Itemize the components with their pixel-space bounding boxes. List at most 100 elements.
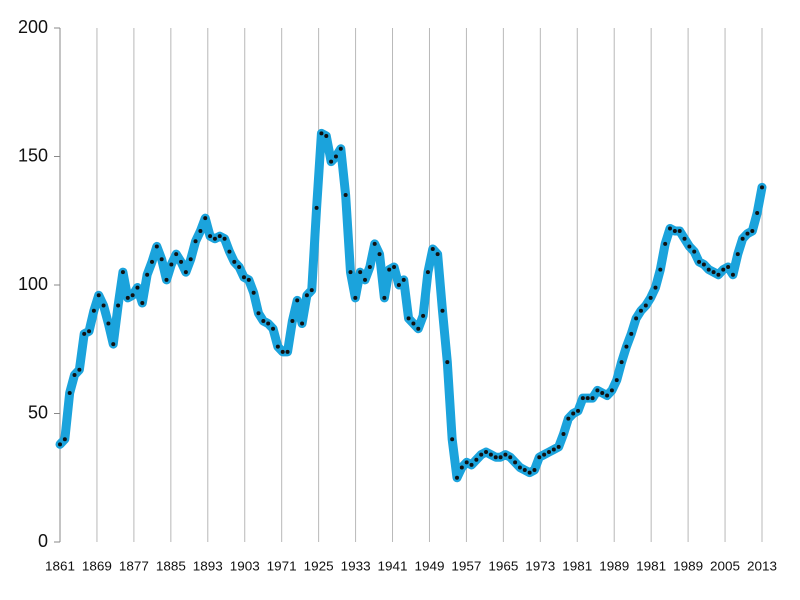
data-point [677,229,682,234]
data-point [87,329,92,334]
data-point [62,437,67,442]
data-point [730,272,735,277]
data-point [338,146,343,151]
data-point [179,259,184,264]
x-tick-label: 1903 [230,558,260,573]
data-point [125,295,130,300]
data-point [382,295,387,300]
data-point [164,277,169,282]
data-point [711,270,716,275]
data-point [198,229,203,234]
data-point [353,295,358,300]
y-tick-label: 100 [18,274,48,294]
data-point [82,331,87,336]
data-point [392,265,397,270]
data-point [638,308,643,313]
data-point [498,455,503,460]
data-point [241,275,246,280]
data-point [721,267,726,272]
data-point [169,262,174,267]
data-point [484,450,489,455]
data-point [333,154,338,159]
data-point [697,259,702,264]
x-tick-label: 1933 [341,558,371,573]
x-tick-label: 2005 [710,558,740,573]
data-point [634,316,639,321]
y-tick-label: 50 [28,402,48,422]
data-point [401,277,406,282]
data-point [145,272,150,277]
data-point [658,267,663,272]
data-point [532,468,537,473]
data-point [149,259,154,264]
data-point [464,460,469,465]
data-point [445,360,450,365]
data-point [571,411,576,416]
data-point [411,321,416,326]
data-point [527,470,532,475]
data-point [576,408,581,413]
data-point [174,252,179,257]
data-point [387,267,392,272]
data-point [421,313,426,318]
data-point [561,432,566,437]
x-tick-label: 1989 [599,558,629,573]
data-point [745,231,750,236]
data-point [343,193,348,198]
data-point [271,326,276,331]
data-point [372,241,377,246]
data-point [329,159,334,164]
data-point [193,239,198,244]
data-point [183,270,188,275]
data-point [159,257,164,262]
data-point [624,344,629,349]
data-point [716,272,721,277]
data-point [304,293,309,298]
data-point [319,131,324,136]
data-point [290,318,295,323]
data-point [488,452,493,457]
data-point [416,326,421,331]
data-point [454,475,459,480]
data-point [556,444,561,449]
data-point [459,465,464,470]
data-point [546,450,551,455]
data-point [629,331,634,336]
data-point [614,378,619,383]
data-point [706,267,711,272]
data-point [609,388,614,393]
x-tick-label: 1989 [673,558,703,573]
data-point [227,249,232,254]
data-point [435,252,440,257]
x-tick-label: 1861 [45,558,75,573]
data-point [77,367,82,372]
data-point [285,349,290,354]
data-point [367,265,372,270]
data-point [508,455,513,460]
x-tick-label: 1981 [636,558,666,573]
x-tick-label: 1949 [414,558,444,573]
data-point [653,285,658,290]
data-point [692,249,697,254]
data-point [522,468,527,473]
data-point [324,133,329,138]
data-point [600,390,605,395]
data-point [726,265,731,270]
data-point [503,452,508,457]
data-point [479,452,484,457]
x-tick-label: 1877 [119,558,149,573]
y-tick-label: 0 [38,531,48,551]
data-point [256,311,261,316]
x-tick-label: 1965 [488,558,518,573]
data-point [595,388,600,393]
data-point [377,252,382,257]
data-point [643,303,648,308]
data-point [261,318,266,323]
data-point [580,396,585,401]
data-point [314,205,319,210]
x-tick-label: 1925 [304,558,334,573]
data-point [275,344,280,349]
data-point [140,300,145,305]
x-tick-label: 1971 [267,558,297,573]
data-point [154,244,159,249]
